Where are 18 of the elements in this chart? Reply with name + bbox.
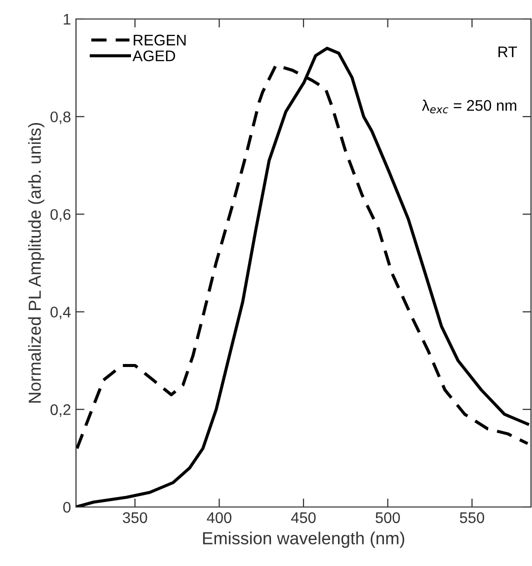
legend-label: REGEN [134, 34, 186, 46]
x-tick-label: 400 [206, 512, 232, 524]
legend-label: AGED [132, 50, 176, 62]
x-tick-label: 450 [291, 512, 316, 524]
x-tick-label: 500 [376, 512, 400, 524]
x-axis-title: Emission wavelength (nm) [203, 532, 404, 548]
y-tick-label: 0 [63, 502, 71, 513]
y-tick-label: 0,4 [50, 306, 71, 320]
annotation: λ$_{exc}$ = 250 nm [422, 100, 516, 114]
line-series [76, 46, 530, 507]
y-tick-label: 0,8 [50, 111, 70, 124]
y-tick-label: 1 [64, 14, 70, 25]
y-tick-label: 0,2 [50, 404, 70, 417]
annotation: RT [498, 46, 517, 58]
y-axis-title: Normalized PL Amplitude (arb. units) [28, 123, 44, 403]
x-tick-label: 550 [460, 512, 484, 524]
y-tick-label: 0,6 [50, 209, 70, 222]
x-tick-label: 350 [122, 512, 148, 524]
